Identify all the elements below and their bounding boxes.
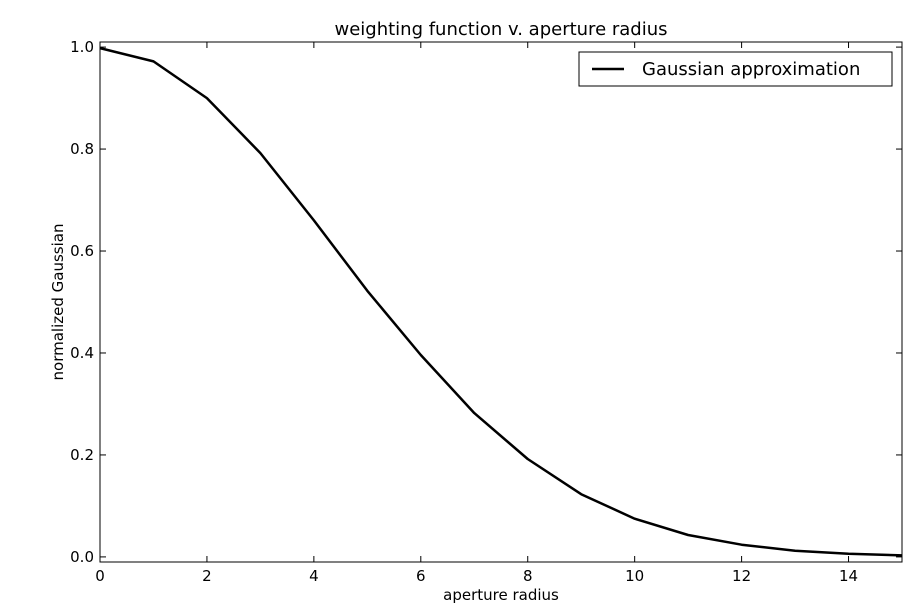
y-axis-label: normalized Gaussian [49, 224, 67, 381]
y-tick-label: 1.0 [70, 38, 94, 56]
x-tick-label: 14 [839, 567, 858, 585]
x-axis-ticks: 0 2 4 6 8 10 12 14 [95, 42, 858, 585]
y-tick-label: 0.6 [70, 242, 94, 260]
x-tick-label: 6 [416, 567, 426, 585]
plot-area-border [99, 41, 903, 563]
chart-title: weighting function v. aperture radius [334, 19, 667, 40]
y-tick-label: 0.8 [70, 140, 94, 158]
y-axis-ticks: 0.0 0.2 0.4 0.6 0.8 1.0 [70, 38, 902, 566]
legend-label-gaussian-approximation: Gaussian approximation [642, 59, 860, 80]
x-axis-label: aperture radius [443, 586, 559, 604]
x-tick-label: 0 [95, 567, 105, 585]
x-tick-label: 2 [202, 567, 212, 585]
x-tick-label: 10 [625, 567, 644, 585]
x-tick-label: 12 [732, 567, 751, 585]
plot-frame [99, 41, 903, 563]
legend-box [578, 51, 893, 87]
y-tick-label: 0.0 [70, 548, 94, 566]
series-line-gaussian-approximation [99, 46, 903, 557]
x-tick-label: 8 [523, 567, 533, 585]
legend: Gaussian approximation [578, 51, 893, 87]
y-tick-label: 0.4 [70, 344, 94, 362]
y-tick-label: 0.2 [70, 446, 94, 464]
series-layer [99, 46, 903, 557]
x-tick-label: 4 [309, 567, 319, 585]
